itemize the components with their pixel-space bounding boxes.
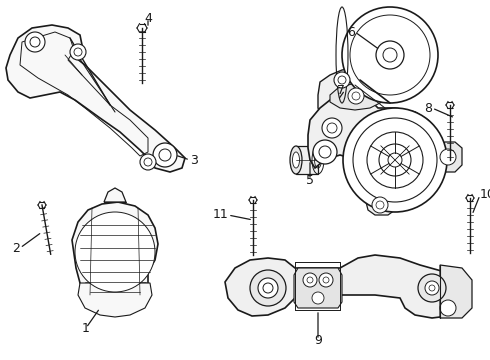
Circle shape bbox=[429, 285, 435, 291]
Circle shape bbox=[144, 158, 152, 166]
Polygon shape bbox=[435, 142, 462, 172]
Polygon shape bbox=[225, 255, 465, 318]
Circle shape bbox=[327, 123, 337, 133]
Circle shape bbox=[440, 300, 456, 316]
Circle shape bbox=[250, 270, 286, 306]
Polygon shape bbox=[72, 202, 158, 308]
Circle shape bbox=[25, 32, 45, 52]
Polygon shape bbox=[440, 265, 472, 318]
Circle shape bbox=[70, 44, 86, 60]
Text: 4: 4 bbox=[144, 12, 152, 24]
Circle shape bbox=[312, 292, 324, 304]
Polygon shape bbox=[318, 68, 365, 122]
Circle shape bbox=[376, 201, 384, 209]
Circle shape bbox=[334, 72, 350, 88]
Circle shape bbox=[319, 273, 333, 287]
Circle shape bbox=[323, 277, 329, 283]
Text: 3: 3 bbox=[190, 153, 198, 166]
Polygon shape bbox=[296, 146, 318, 174]
Text: 9: 9 bbox=[314, 333, 322, 346]
Polygon shape bbox=[330, 83, 382, 110]
Circle shape bbox=[418, 274, 446, 302]
Circle shape bbox=[376, 41, 404, 69]
Circle shape bbox=[372, 197, 388, 213]
Circle shape bbox=[343, 108, 447, 212]
Polygon shape bbox=[6, 25, 185, 172]
Circle shape bbox=[338, 76, 346, 84]
Circle shape bbox=[74, 48, 82, 56]
Circle shape bbox=[350, 15, 430, 95]
Text: 10: 10 bbox=[480, 189, 490, 202]
Circle shape bbox=[263, 283, 273, 293]
Circle shape bbox=[30, 37, 40, 47]
Text: 11: 11 bbox=[212, 208, 228, 221]
Circle shape bbox=[153, 143, 177, 167]
Text: 6: 6 bbox=[347, 26, 355, 39]
Circle shape bbox=[319, 146, 331, 158]
Polygon shape bbox=[360, 188, 400, 215]
Circle shape bbox=[307, 277, 313, 283]
Circle shape bbox=[388, 153, 402, 167]
Circle shape bbox=[322, 118, 342, 138]
Polygon shape bbox=[78, 283, 152, 317]
Polygon shape bbox=[308, 95, 442, 198]
Circle shape bbox=[313, 140, 337, 164]
Text: 8: 8 bbox=[424, 102, 432, 114]
Circle shape bbox=[383, 48, 397, 62]
Circle shape bbox=[75, 212, 155, 292]
Ellipse shape bbox=[293, 152, 299, 168]
Circle shape bbox=[425, 281, 439, 295]
Text: 7: 7 bbox=[337, 84, 345, 96]
Text: 5: 5 bbox=[306, 174, 314, 186]
Circle shape bbox=[353, 118, 437, 202]
Circle shape bbox=[440, 149, 456, 165]
Circle shape bbox=[352, 92, 360, 100]
Circle shape bbox=[258, 278, 278, 298]
Ellipse shape bbox=[290, 146, 302, 174]
Polygon shape bbox=[294, 268, 342, 308]
Circle shape bbox=[159, 149, 171, 161]
Text: 2: 2 bbox=[12, 242, 20, 255]
Circle shape bbox=[379, 144, 411, 176]
Circle shape bbox=[140, 154, 156, 170]
Circle shape bbox=[342, 7, 438, 103]
Circle shape bbox=[303, 273, 317, 287]
Polygon shape bbox=[104, 188, 126, 202]
Circle shape bbox=[348, 88, 364, 104]
Circle shape bbox=[367, 132, 423, 188]
Text: 1: 1 bbox=[82, 321, 90, 334]
